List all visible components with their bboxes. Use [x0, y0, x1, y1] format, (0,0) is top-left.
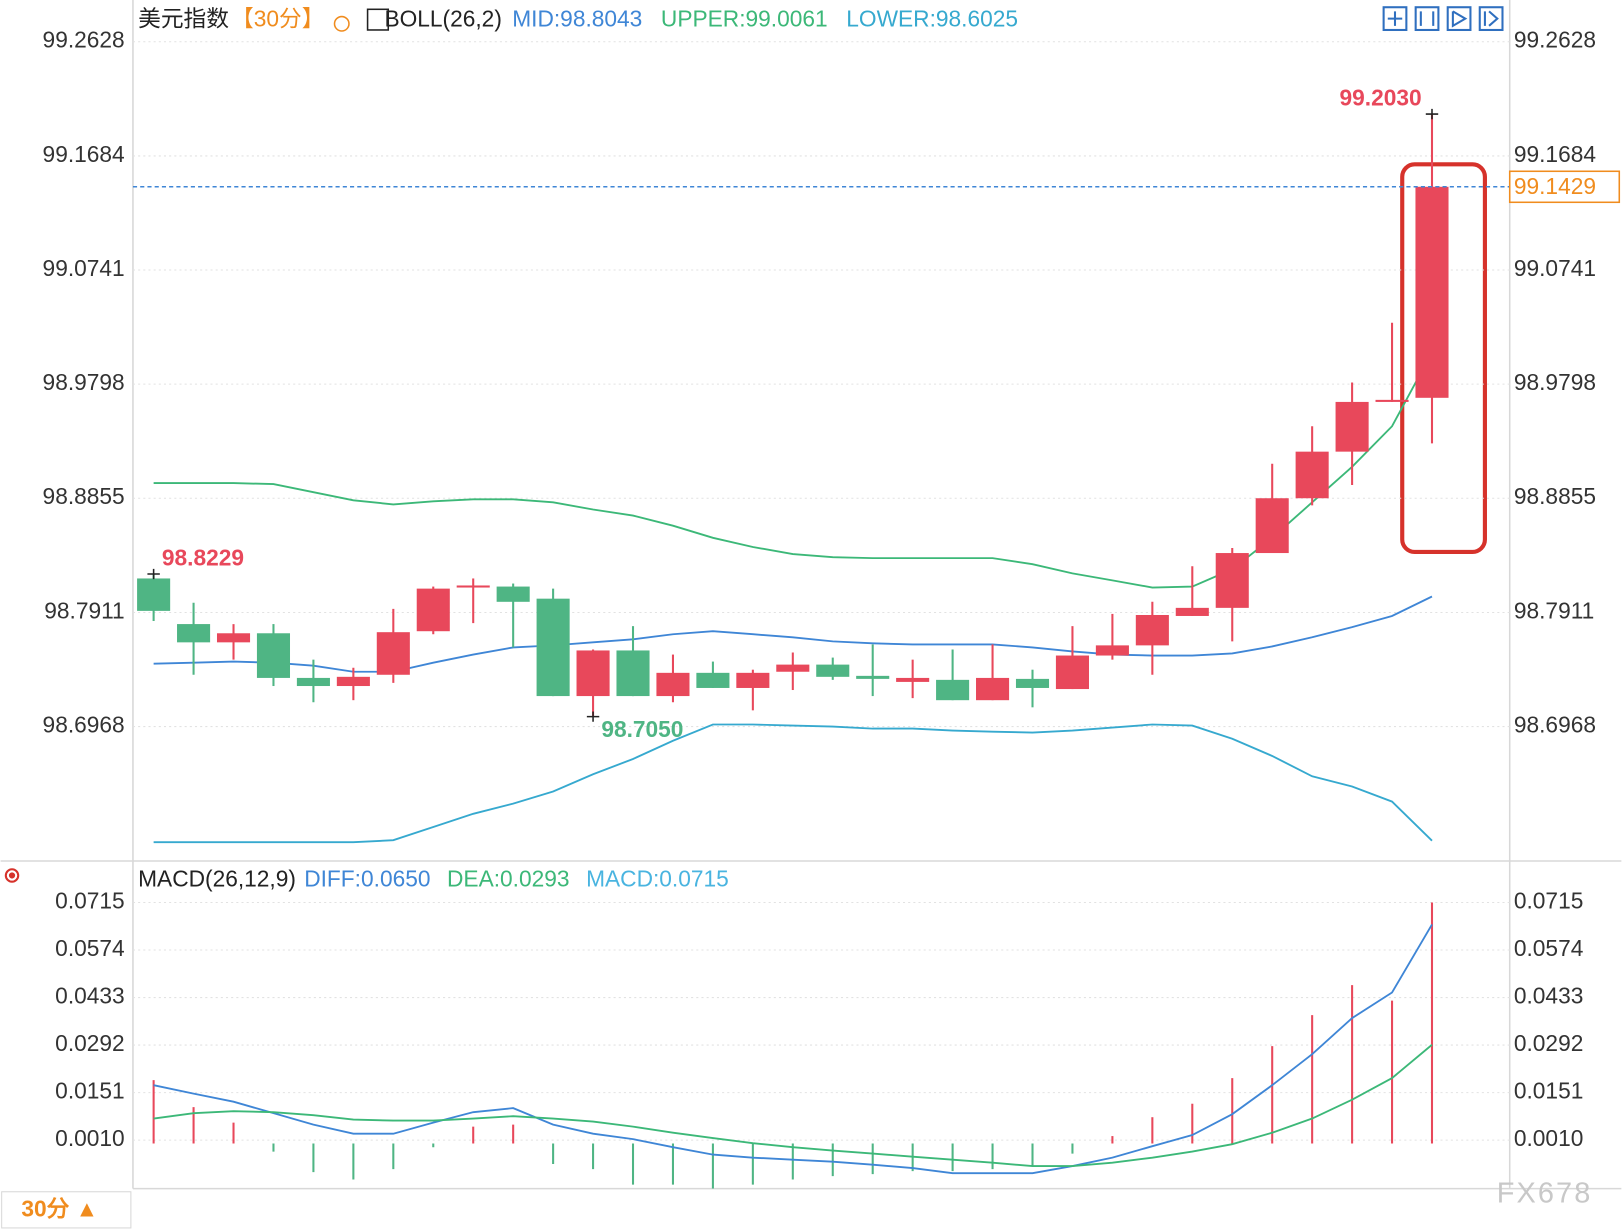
- candle-body: [1135, 615, 1169, 646]
- y-tick-label-left: 99.0741: [43, 255, 125, 281]
- candle-body: [376, 632, 410, 675]
- legend-entry: MACD:0.0715: [586, 866, 729, 892]
- period-button-label: 30分 ▲: [21, 1195, 98, 1221]
- candle-body: [616, 650, 650, 697]
- legend-entry: MID:98.8043: [512, 6, 642, 32]
- legend-entry: UPPER:99.0061: [661, 6, 828, 32]
- line-series: [153, 923, 1433, 1175]
- y-tick-label-right: 98.9798: [1514, 369, 1596, 395]
- period-label: 【30分】: [231, 6, 324, 32]
- y-tick-label-left: 0.0574: [55, 935, 125, 961]
- legend-entry: LOWER:98.6025: [846, 6, 1018, 32]
- y-tick-label-right: 0.0433: [1514, 983, 1584, 1009]
- annotation-label: 98.7050: [601, 716, 683, 742]
- line-series: [153, 723, 1433, 844]
- period-icon: [333, 15, 350, 32]
- watermark: FX678: [1497, 1177, 1593, 1209]
- tool-end[interactable]: [1478, 6, 1504, 32]
- candle-body: [1295, 451, 1329, 499]
- candle-body: [1335, 401, 1369, 452]
- tool-zoom[interactable]: [1414, 6, 1440, 32]
- candle-body: [456, 585, 490, 588]
- y-tick-label-left: 98.8855: [43, 483, 125, 509]
- y-tick-label-left: 98.7911: [44, 597, 124, 623]
- candle-body: [177, 624, 211, 643]
- candle-body: [336, 676, 370, 687]
- y-tick-label-right: 99.1684: [1514, 141, 1596, 167]
- legend-entry: DIFF:0.0650: [304, 866, 430, 892]
- candle-body: [976, 677, 1010, 701]
- y-tick-label-right: 99.2628: [1514, 27, 1596, 53]
- annotation-marker: [147, 568, 160, 580]
- candle-body: [1215, 553, 1249, 608]
- y-tick-label-right: 0.0574: [1514, 935, 1584, 961]
- last-price-box: [1508, 170, 1621, 204]
- plot-area: [137, 114, 1449, 844]
- y-tick-label-right: 98.8855: [1514, 483, 1596, 509]
- y-tick-label-left: 0.0715: [55, 888, 125, 914]
- tool-crosshair[interactable]: [1382, 6, 1408, 32]
- y-tick-label-left: 98.6968: [43, 712, 125, 738]
- candle-body: [656, 672, 690, 697]
- candle-body: [856, 675, 890, 679]
- annotation-label: 98.8229: [162, 545, 244, 571]
- chart-title: 美元指数: [138, 6, 229, 32]
- candle-body: [137, 578, 171, 611]
- candle-body: [1055, 655, 1089, 690]
- line-series: [153, 595, 1433, 673]
- y-tick-label-left: 98.9798: [43, 369, 125, 395]
- candle-body: [576, 650, 610, 697]
- y-tick-label-left: 0.0010: [55, 1125, 125, 1151]
- last-price-label: 99.1429: [1514, 173, 1596, 199]
- candle-body: [1255, 498, 1289, 554]
- candle-body: [536, 598, 570, 697]
- candle-body: [736, 672, 770, 688]
- tool-play[interactable]: [1446, 6, 1472, 32]
- candle-body: [1375, 399, 1409, 402]
- candle-body: [1095, 645, 1129, 656]
- y-tick-label-right: 98.6968: [1514, 712, 1596, 738]
- annotation-marker: [586, 711, 600, 722]
- period-button[interactable]: [1, 1191, 132, 1229]
- y-tick-label-right: 99.0741: [1514, 255, 1596, 281]
- candle-body: [896, 677, 930, 682]
- candle-body: [1175, 607, 1209, 616]
- y-tick-label-right: 98.7911: [1514, 597, 1594, 623]
- y-tick-label-left: 0.0151: [55, 1078, 125, 1104]
- plot-area: [152, 902, 1434, 1189]
- candle-body: [256, 633, 291, 678]
- candle-body: [1015, 678, 1050, 688]
- candle-body: [816, 664, 850, 677]
- candle-body: [496, 586, 530, 602]
- y-tick-label-left: 0.0292: [55, 1030, 125, 1056]
- y-tick-label-left: 99.1684: [43, 141, 125, 167]
- y-tick-label-right: 0.0151: [1514, 1078, 1584, 1104]
- tool-glyphs: [1387, 10, 1499, 28]
- y-tick-label-right: 0.0010: [1514, 1125, 1584, 1151]
- settings-icon[interactable]: [4, 868, 20, 883]
- y-tick-label-right: 0.0292: [1514, 1030, 1584, 1056]
- annotation-marker: [1425, 108, 1439, 120]
- legend-entry: DEA:0.0293: [447, 866, 570, 892]
- line-series: [153, 1044, 1433, 1168]
- candle-body: [696, 672, 730, 688]
- candle-body: [1415, 186, 1449, 398]
- chart-title: MACD(26,12,9): [138, 866, 296, 892]
- annotation-label: 99.2030: [1340, 85, 1422, 111]
- highlight-box: [1400, 162, 1487, 555]
- candle-body: [416, 588, 450, 632]
- candle-body: [776, 664, 810, 672]
- candle-body: [216, 633, 251, 643]
- candle-body: [296, 677, 330, 687]
- candle-body: [936, 679, 970, 701]
- y-tick-label-left: 0.0433: [55, 983, 125, 1009]
- indicator-icon: [366, 8, 390, 31]
- indicator-label: BOLL(26,2): [384, 6, 501, 32]
- y-tick-label-left: 99.2628: [43, 27, 125, 53]
- toolbar: [1382, 6, 1504, 32]
- y-tick-label-right: 0.0715: [1514, 888, 1584, 914]
